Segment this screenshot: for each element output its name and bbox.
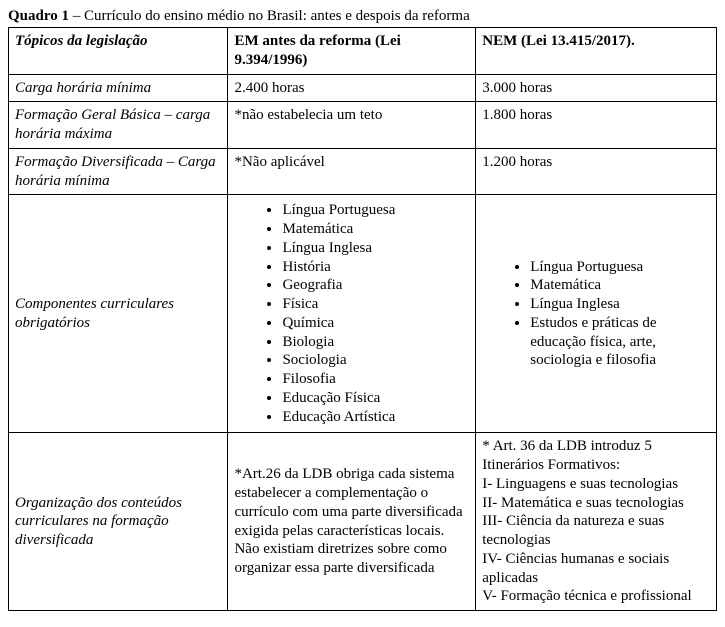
list-item: Língua Inglesa: [282, 239, 469, 258]
row-after: 3.000 horas: [476, 74, 717, 102]
header-topics: Tópicos da legislação: [9, 28, 228, 75]
after-line: I- Linguagens e suas tecnologias: [482, 475, 710, 494]
after-line: V- Formação técnica e profissional: [482, 587, 710, 606]
table-caption: Quadro 1 – Currículo do ensino médio no …: [8, 8, 717, 25]
list-item: Matemática: [282, 220, 469, 239]
row-topic: Carga horária mínima: [9, 74, 228, 102]
list-item: História: [282, 258, 469, 277]
row-after: 1.800 horas: [476, 102, 717, 149]
caption-rest: – Currículo do ensino médio no Brasil: a…: [69, 8, 470, 24]
list-item: Química: [282, 314, 469, 333]
list-item: Matemática: [530, 276, 710, 295]
list-item: Sociologia: [282, 351, 469, 370]
list-item: Língua Portuguesa: [282, 201, 469, 220]
list-item: Física: [282, 295, 469, 314]
row-topic: Componentes curriculares obrigatórios: [9, 195, 228, 433]
row-before: 2.400 horas: [228, 74, 476, 102]
header-after: NEM (Lei 13.415/2017).: [476, 28, 717, 75]
table-row: Carga horária mínima 2.400 horas 3.000 h…: [9, 74, 717, 102]
table-row: Organização dos conteúdos curriculares n…: [9, 433, 717, 611]
caption-lead: Quadro 1: [8, 8, 69, 24]
row-topic: Formação Diversificada – Carga horária m…: [9, 148, 228, 195]
table-row: Componentes curriculares obrigatórios Lí…: [9, 195, 717, 433]
list-item: Geografia: [282, 276, 469, 295]
after-line: * Art. 36 da LDB introduz 5 Itinerários …: [482, 437, 710, 475]
row-topic: Formação Geral Básica – carga horária má…: [9, 102, 228, 149]
row-topic: Organização dos conteúdos curriculares n…: [9, 433, 228, 611]
list-item: Filosofia: [282, 370, 469, 389]
table-row: Formação Geral Básica – carga horária má…: [9, 102, 717, 149]
list-item: Educação Física: [282, 389, 469, 408]
after-line: II- Matemática e suas tecnologias: [482, 494, 710, 513]
row-before: *Art.26 da LDB obriga cada sistema estab…: [228, 433, 476, 611]
after-components-list: Língua Portuguesa Matemática Língua Ingl…: [482, 258, 710, 371]
row-after-lines: * Art. 36 da LDB introduz 5 Itinerários …: [476, 433, 717, 611]
table-row: Formação Diversificada – Carga horária m…: [9, 148, 717, 195]
after-line: IV- Ciências humanas e sociais aplicadas: [482, 550, 710, 588]
row-before: *não estabelecia um teto: [228, 102, 476, 149]
list-item: Língua Portuguesa: [530, 258, 710, 277]
list-item: Estudos e práticas de educação física, a…: [530, 314, 710, 370]
curriculum-table: Tópicos da legislação EM antes da reform…: [8, 27, 717, 611]
list-item: Educação Artística: [282, 408, 469, 427]
row-after-list: Língua Portuguesa Matemática Língua Ingl…: [476, 195, 717, 433]
list-item: Língua Inglesa: [530, 295, 710, 314]
before-components-list: Língua Portuguesa Matemática Língua Ingl…: [234, 201, 469, 426]
header-row: Tópicos da legislação EM antes da reform…: [9, 28, 717, 75]
list-item: Biologia: [282, 333, 469, 352]
row-before-list: Língua Portuguesa Matemática Língua Ingl…: [228, 195, 476, 433]
row-before: *Não aplicável: [228, 148, 476, 195]
header-before: EM antes da reforma (Lei 9.394/1996): [228, 28, 476, 75]
after-line: III- Ciência da natureza e suas tecnolog…: [482, 512, 710, 550]
row-after: 1.200 horas: [476, 148, 717, 195]
